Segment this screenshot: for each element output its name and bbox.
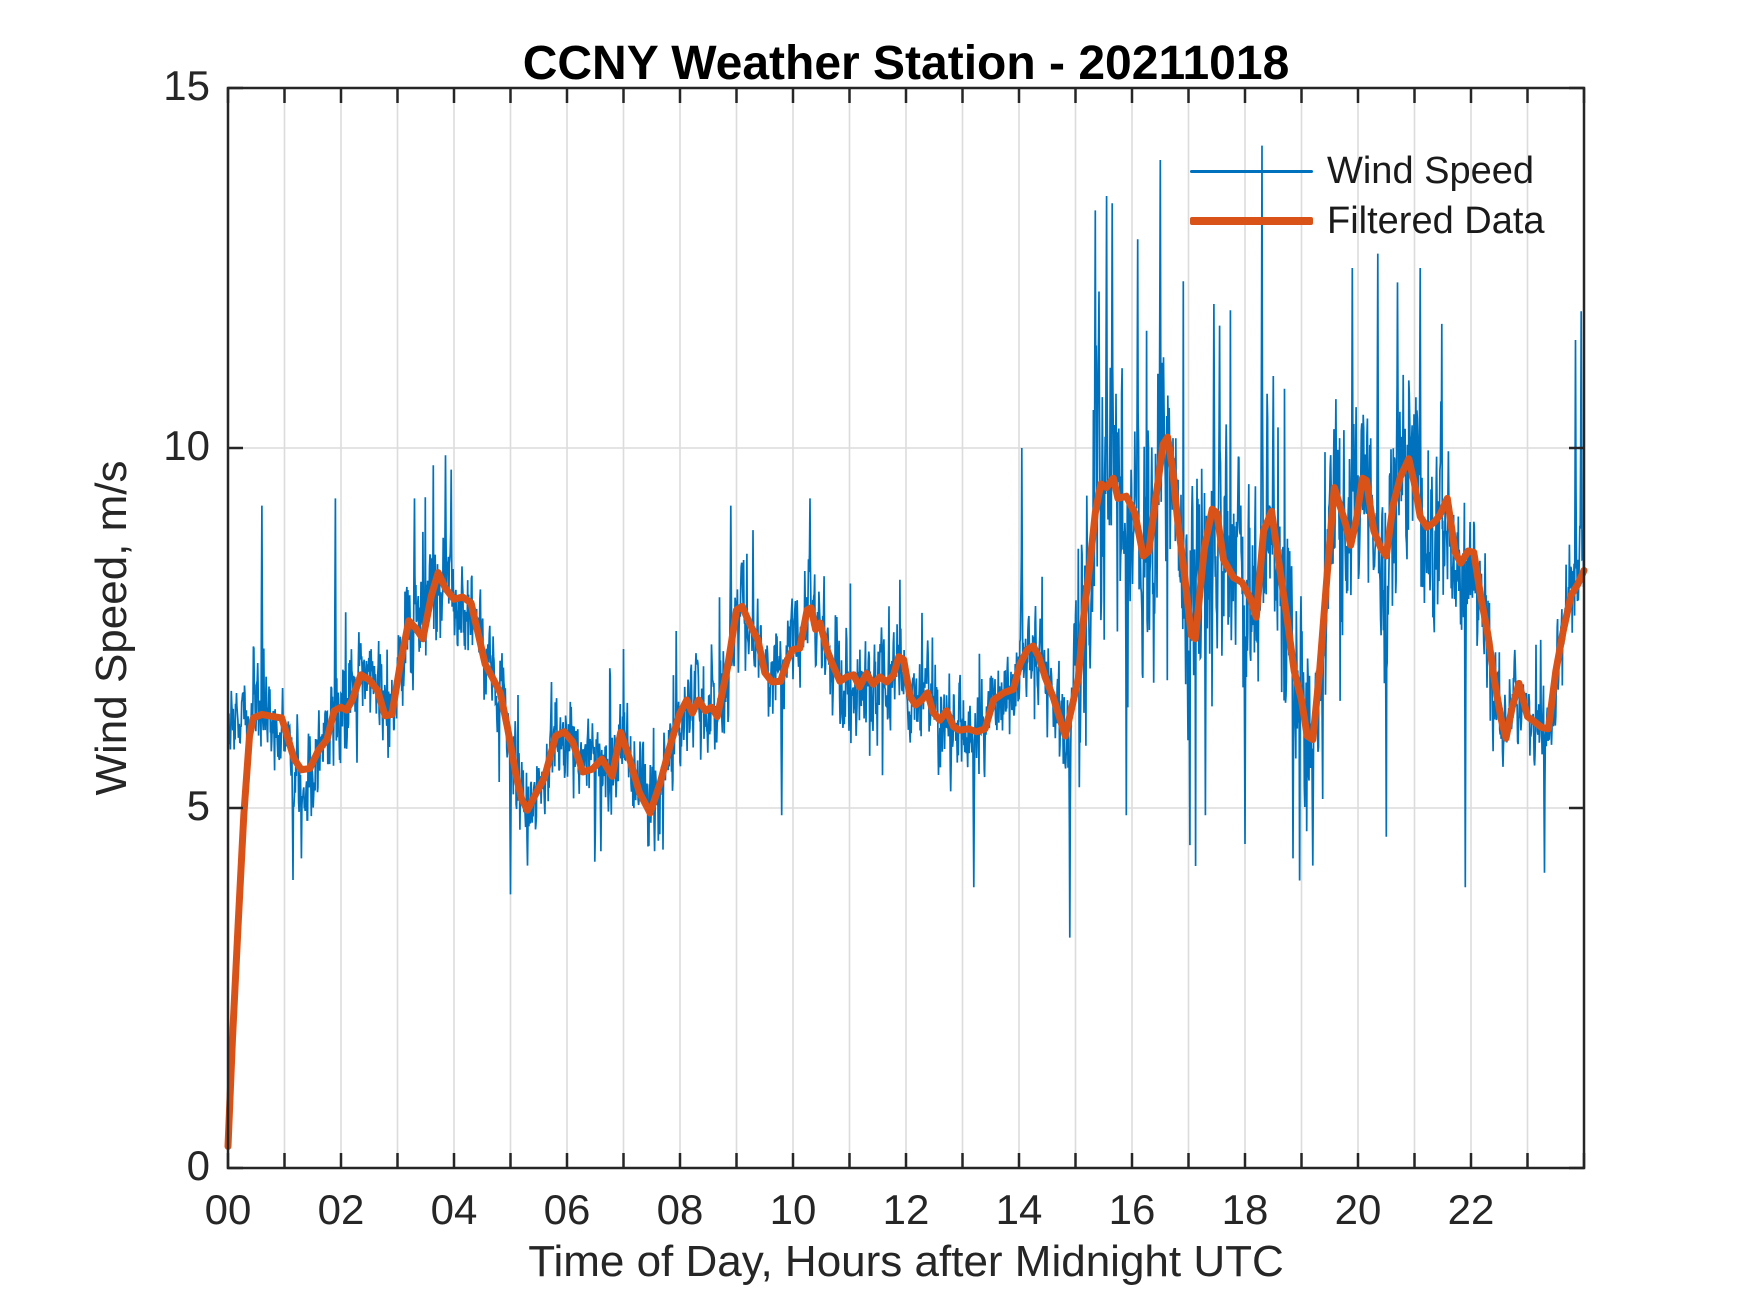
x-axis-label: Time of Day, Hours after Midnight UTC xyxy=(528,1237,1284,1286)
x-tick-label: 20 xyxy=(1334,1186,1382,1233)
filtered-data-line xyxy=(224,433,1588,1150)
y-tick-label: 5 xyxy=(186,782,210,829)
legend-line-wind-speed xyxy=(1190,169,1313,173)
legend-label-filtered-data: Filtered Data xyxy=(1327,199,1545,242)
x-tick-label: 18 xyxy=(1221,1186,1269,1233)
y-tick-label: 10 xyxy=(163,422,210,469)
x-tick-label: 06 xyxy=(543,1186,591,1233)
x-tick-label: 12 xyxy=(882,1186,930,1233)
x-tick-label: 16 xyxy=(1108,1186,1156,1233)
x-tick-label: 02 xyxy=(317,1186,365,1233)
y-axis-label: Wind Speed, m/s xyxy=(87,460,136,796)
y-tick-label: 15 xyxy=(163,62,210,109)
x-tick-label: 14 xyxy=(995,1186,1043,1233)
x-tick-label: 22 xyxy=(1447,1186,1495,1233)
chart-title: CCNY Weather Station - 20211018 xyxy=(522,37,1290,90)
legend-line-filtered-data xyxy=(1190,217,1313,225)
legend-label-wind-speed: Wind Speed xyxy=(1327,149,1535,192)
legend-entry-wind-speed: Wind Speed xyxy=(1190,146,1534,196)
axis-ticks xyxy=(226,86,1586,1170)
x-tick-label: 04 xyxy=(430,1186,478,1233)
legend-entry-filtered-data: Filtered Data xyxy=(1190,196,1545,246)
x-tick-label: 10 xyxy=(769,1186,817,1233)
x-tick-label: 08 xyxy=(656,1186,704,1233)
x-tick-label: 00 xyxy=(204,1186,252,1233)
y-tick-label: 0 xyxy=(186,1142,210,1189)
